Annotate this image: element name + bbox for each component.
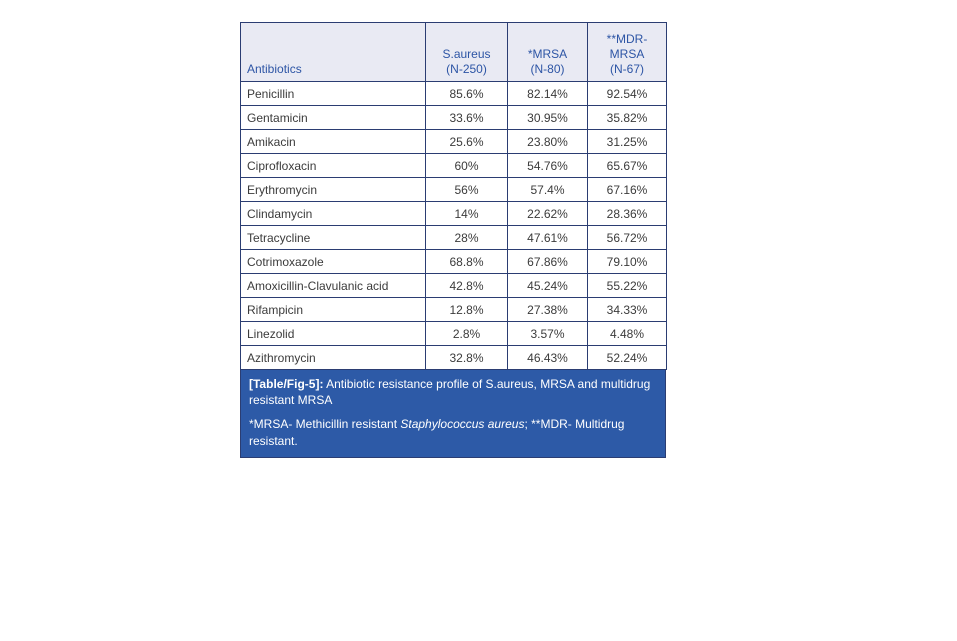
saureus-value-cell: 68.8% (425, 249, 508, 274)
saureus-value-cell: 60% (425, 153, 508, 178)
table-row: Tetracycline 28% 47.61% 56.72% (240, 225, 667, 250)
mdr-mrsa-value-cell: 92.54% (587, 81, 667, 106)
footnote-pre: *MRSA- Methicillin resistant (249, 417, 401, 432)
table-row: Penicillin 85.6% 82.14% 92.54% (240, 81, 667, 106)
antibiotic-name-cell: Tetracycline (240, 225, 426, 250)
mdr-mrsa-value-cell: 4.48% (587, 321, 667, 346)
footnote-post: ; **MDR- Multidrug resistant. (249, 417, 625, 448)
mrsa-value-cell: 30.95% (507, 105, 588, 130)
saureus-value-cell: 14% (425, 201, 508, 226)
saureus-value-cell: 2.8% (425, 321, 508, 346)
table-row: Clindamycin 14% 22.62% 28.36% (240, 201, 667, 226)
saureus-value-cell: 25.6% (425, 129, 508, 154)
saureus-value-cell: 12.8% (425, 297, 508, 322)
mdr-mrsa-value-cell: 34.33% (587, 297, 667, 322)
antibiotic-resistance-table: Antibiotics S.aureus (N-250) *MRSA (N-80… (240, 22, 667, 370)
mrsa-value-cell: 27.38% (507, 297, 588, 322)
mrsa-value-cell: 46.43% (507, 345, 588, 370)
mrsa-value-cell: 47.61% (507, 225, 588, 250)
mrsa-value-cell: 67.86% (507, 249, 588, 274)
antibiotic-name-cell: Linezolid (240, 321, 426, 346)
caption-footnote: *MRSA- Methicillin resistant Staphylococ… (249, 416, 657, 448)
antibiotic-name-cell: Erythromycin (240, 177, 426, 202)
antibiotic-name-cell: Amikacin (240, 129, 426, 154)
table-row: Gentamicin 33.6% 30.95% 35.82% (240, 105, 667, 130)
footnote-species-name: Staphylococcus aureus (400, 417, 525, 432)
table-row: Azithromycin 32.8% 46.43% 52.24% (240, 345, 667, 370)
mrsa-value-cell: 82.14% (507, 81, 588, 106)
header-mdr-mrsa: **MDR- MRSA (N-67) (587, 22, 667, 82)
antibiotic-name-cell: Amoxicillin-Clavulanic acid (240, 273, 426, 298)
saureus-value-cell: 33.6% (425, 105, 508, 130)
mdr-mrsa-value-cell: 52.24% (587, 345, 667, 370)
mdr-mrsa-value-cell: 56.72% (587, 225, 667, 250)
table-row: Cotrimoxazole 68.8% 67.86% 79.10% (240, 249, 667, 274)
header-mrsa: *MRSA (N-80) (507, 22, 588, 82)
antibiotic-name-cell: Penicillin (240, 81, 426, 106)
antibiotic-name-cell: Azithromycin (240, 345, 426, 370)
mdr-mrsa-value-cell: 65.67% (587, 153, 667, 178)
antibiotic-name-cell: Cotrimoxazole (240, 249, 426, 274)
saureus-value-cell: 32.8% (425, 345, 508, 370)
antibiotic-name-cell: Gentamicin (240, 105, 426, 130)
mrsa-value-cell: 3.57% (507, 321, 588, 346)
table-row: Ciprofloxacin 60% 54.76% 65.67% (240, 153, 667, 178)
mrsa-value-cell: 45.24% (507, 273, 588, 298)
mdr-mrsa-value-cell: 28.36% (587, 201, 667, 226)
table-header: Antibiotics S.aureus (N-250) *MRSA (N-80… (240, 22, 667, 82)
table-body: Penicillin 85.6% 82.14% 92.54% Gentamici… (240, 81, 667, 370)
table-caption: [Table/Fig-5]: Antibiotic resistance pro… (240, 370, 666, 458)
saureus-value-cell: 42.8% (425, 273, 508, 298)
antibiotic-name-cell: Rifampicin (240, 297, 426, 322)
mrsa-value-cell: 54.76% (507, 153, 588, 178)
mdr-mrsa-value-cell: 67.16% (587, 177, 667, 202)
table-row: Rifampicin 12.8% 27.38% 34.33% (240, 297, 667, 322)
caption-text: Antibiotic resistance profile of S.aureu… (249, 377, 651, 408)
mdr-mrsa-value-cell: 35.82% (587, 105, 667, 130)
caption-label: [Table/Fig-5]: (249, 377, 324, 391)
header-saureus: S.aureus (N-250) (425, 22, 508, 82)
mrsa-value-cell: 23.80% (507, 129, 588, 154)
antibiotic-name-cell: Clindamycin (240, 201, 426, 226)
table-row: Linezolid 2.8% 3.57% 4.48% (240, 321, 667, 346)
table-row: Amoxicillin-Clavulanic acid 42.8% 45.24%… (240, 273, 667, 298)
caption-line: [Table/Fig-5]: Antibiotic resistance pro… (249, 376, 657, 408)
mdr-mrsa-value-cell: 79.10% (587, 249, 667, 274)
header-antibiotics: Antibiotics (240, 22, 426, 82)
table-row: Erythromycin 56% 57.4% 67.16% (240, 177, 667, 202)
saureus-value-cell: 85.6% (425, 81, 508, 106)
mdr-mrsa-value-cell: 31.25% (587, 129, 667, 154)
table-row: Amikacin 25.6% 23.80% 31.25% (240, 129, 667, 154)
mrsa-value-cell: 22.62% (507, 201, 588, 226)
mrsa-value-cell: 57.4% (507, 177, 588, 202)
saureus-value-cell: 28% (425, 225, 508, 250)
mdr-mrsa-value-cell: 55.22% (587, 273, 667, 298)
table-figure: Antibiotics S.aureus (N-250) *MRSA (N-80… (240, 22, 667, 458)
header-row: Antibiotics S.aureus (N-250) *MRSA (N-80… (240, 22, 667, 82)
antibiotic-name-cell: Ciprofloxacin (240, 153, 426, 178)
saureus-value-cell: 56% (425, 177, 508, 202)
